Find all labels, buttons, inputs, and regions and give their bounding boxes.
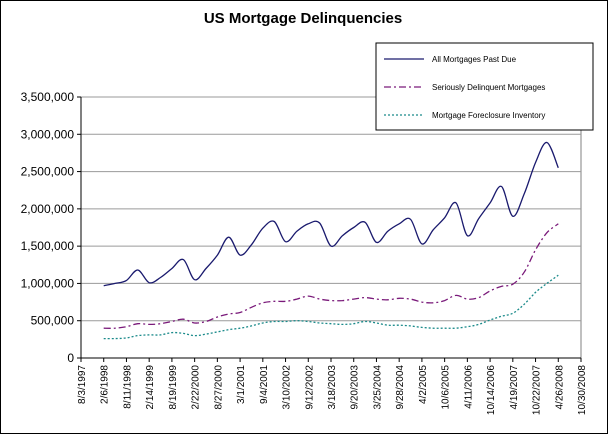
y-tick-label: 2,500,000 (21, 165, 75, 179)
x-tick-label: 10/6/2005 (441, 365, 452, 410)
x-tick-label: 10/22/2007 (532, 365, 543, 415)
y-tick-label: 0 (67, 351, 74, 365)
x-tick-label: 9/4/2001 (259, 365, 270, 404)
series-line (103, 223, 559, 329)
y-tick-label: 2,000,000 (21, 202, 75, 216)
plot-area (80, 96, 582, 359)
series-line (103, 141, 559, 287)
y-tick-label: 3,500,000 (21, 90, 75, 104)
gridlines (81, 96, 581, 322)
x-tick-label: 10/14/2006 (486, 365, 497, 415)
legend: All Mortgages Past Due Seriously Delinque… (375, 42, 594, 131)
legend-label: Seriously Delinquent Mortgages (432, 83, 545, 92)
x-tick-label: 3/25/2004 (372, 365, 383, 410)
x-tick-label: 3/1/2001 (236, 365, 247, 404)
x-tick-label: 10/30/2008 (577, 365, 588, 415)
x-tick-label: 4/26/2008 (554, 365, 565, 410)
x-tick-label: 9/28/2004 (395, 365, 406, 410)
x-tick-label: 4/11/2006 (463, 365, 474, 409)
x-tick-label: 4/2/2005 (418, 365, 429, 404)
x-tick-label: 3/10/2002 (282, 365, 293, 410)
y-tick-label: 3,000,000 (21, 127, 75, 141)
y-tick-label: 1,500,000 (21, 239, 75, 253)
x-axis-ticks: 8/3/1997 2/6/1998 8/11/1998 2/14/1999 8/19/1… (77, 358, 588, 415)
axes (80, 97, 581, 359)
x-tick-label: 8/19/1999 (168, 365, 179, 410)
x-tick-label: 8/27/2000 (213, 365, 224, 410)
series-line (103, 274, 559, 340)
series-lines (103, 141, 559, 340)
x-tick-label: 2/22/2000 (191, 365, 202, 410)
x-tick-label: 9/12/2002 (304, 365, 315, 410)
chart-title: US Mortgage Delinquencies (203, 10, 403, 27)
x-tick-label: 2/14/1999 (145, 365, 156, 410)
y-tick-label: 1,000,000 (21, 276, 75, 290)
y-axis-ticks: 0 500,000 1,000,000 1,500,000 2,000,000 2,500… (21, 90, 81, 365)
legend-label: All Mortgages Past Due (432, 55, 517, 64)
x-tick-label: 8/3/1997 (77, 365, 88, 404)
legend-label: Mortgage Foreclosure Inventory (432, 111, 545, 120)
x-tick-label: 2/6/1998 (100, 365, 111, 404)
y-tick-label: 500,000 (31, 314, 75, 328)
x-tick-label: 8/11/1998 (122, 365, 133, 409)
x-tick-label: 4/19/2007 (509, 365, 520, 410)
x-tick-label: 3/18/2003 (327, 365, 338, 410)
x-tick-label: 9/20/2003 (350, 365, 361, 410)
